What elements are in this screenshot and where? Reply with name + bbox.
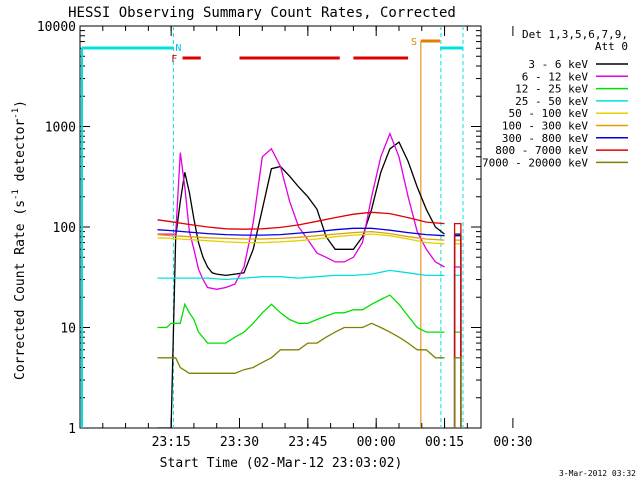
y-axis-label-end: ): [13, 100, 28, 108]
y-axis-label-sup2: -1: [11, 108, 21, 119]
series-line-8: [157, 322, 445, 374]
x-tick-label: 23:15: [152, 435, 191, 450]
series-segment2-2: [453, 331, 462, 428]
y-tick-label: 1: [68, 422, 76, 437]
series-line-7: [157, 211, 445, 230]
legend-label-2: 12 - 25 keV: [515, 83, 588, 96]
data-layer: [81, 26, 464, 428]
series-line-1: [157, 131, 445, 290]
y-axis-label-mid: detector: [13, 119, 28, 190]
legend-label-0: 3 - 6 keV: [528, 58, 588, 71]
x-axis-label: Start Time (02-Mar-12 23:03:02): [160, 456, 403, 471]
chart-title: HESSI Observing Summary Count Rates, Cor…: [68, 5, 456, 21]
flag-label-f: F: [171, 54, 177, 65]
legend-label-6: 300 - 800 keV: [502, 132, 588, 145]
series-segment2-8: [453, 357, 462, 428]
series-line-0: [157, 141, 445, 428]
x-tick-label: 00:00: [357, 435, 396, 450]
series-line-5: [157, 230, 445, 241]
legend-header-1: Det 1,3,5,6,7,9,: [522, 28, 628, 41]
legend-label-5: 100 - 300 keV: [502, 120, 588, 133]
plot-area: 1 10 100 1000 10000 23:15 23:30 23:45 00:00 00:15…: [37, 20, 533, 450]
y-axis-label-main: Corrected Count Rate (s: [13, 200, 28, 380]
y-tick-label: 10000: [37, 20, 76, 35]
flag-label-n: N: [175, 43, 181, 54]
series-line-6: [157, 227, 445, 237]
x-tick-label: 23:30: [220, 435, 259, 450]
legend-label-4: 50 - 100 keV: [509, 107, 589, 120]
y-tick-label: 10: [60, 322, 76, 337]
flag-label-s: S: [411, 37, 417, 48]
series-line-3: [157, 269, 445, 281]
timestamp: 3-Mar-2012 03:32: [559, 469, 636, 478]
y-axis-label-sup1: -1: [11, 189, 21, 200]
y-tick-label: 100: [53, 221, 76, 236]
y-axis-label: Corrected Count Rate (s-1 detector-1): [11, 100, 28, 380]
series-segment2-1: [453, 266, 462, 428]
series-segment2-0: [453, 233, 462, 428]
series-segment2-4: [453, 243, 462, 428]
series-segment2-7: [453, 222, 462, 428]
legend-label-8: 7000 - 20000 keV: [482, 156, 588, 169]
x-tick-label: 23:45: [288, 435, 327, 450]
y-tick-label: 1000: [45, 121, 76, 136]
legend-label-3: 25 - 50 keV: [515, 95, 588, 108]
x-tick-label: 00:30: [493, 435, 532, 450]
legend-header-2: Att 0: [595, 40, 628, 53]
series-segment2-5: [453, 239, 462, 428]
series-segment2-3: [453, 274, 462, 428]
series-line-2: [157, 294, 445, 344]
legend-label-1: 6 - 12 keV: [522, 70, 589, 83]
legend-label-7: 800 - 7000 keV: [495, 144, 588, 157]
series-line-4: [157, 233, 445, 245]
x-tick-label: 00:15: [425, 435, 464, 450]
